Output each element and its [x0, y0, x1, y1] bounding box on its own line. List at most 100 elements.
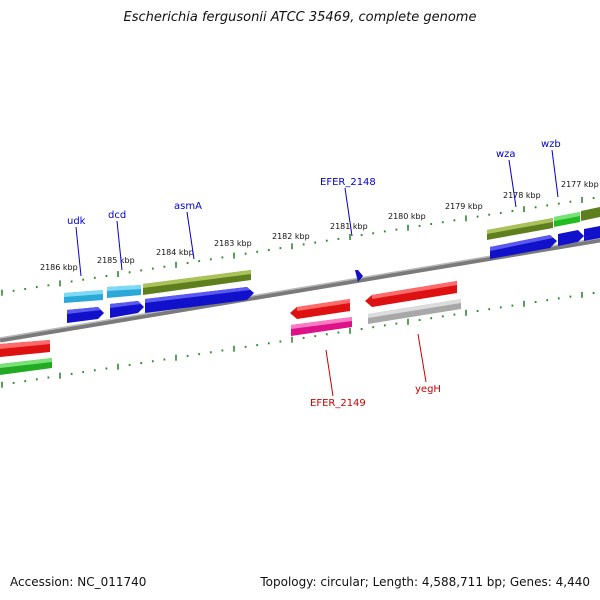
minor-tick [93, 276, 96, 279]
minor-tick [511, 210, 514, 212]
minor-tick [511, 304, 514, 307]
leader-lines [75, 149, 559, 397]
minor-tick [221, 256, 224, 259]
gene-label-dcd[interactable]: dcd [108, 210, 126, 221]
major-tick [407, 318, 409, 325]
minor-tick [105, 275, 108, 277]
gene-arrow-wza[interactable] [490, 235, 557, 259]
minor-tick [372, 232, 375, 235]
major-tick [581, 196, 583, 203]
gene-label-EFER_2148[interactable]: EFER_2148 [320, 177, 376, 188]
minor-tick [360, 328, 363, 330]
minor-tick [337, 331, 340, 334]
major-tick [349, 234, 351, 240]
gene-label-EFER_2149[interactable]: EFER_2149 [310, 398, 366, 409]
minor-tick [267, 342, 270, 345]
major-tick [59, 280, 61, 287]
major-tick [523, 300, 525, 307]
minor-tick [24, 380, 27, 383]
minor-tick [198, 260, 201, 263]
kbp-label: 2180 kbp [388, 212, 426, 221]
gene-block-edge-category[interactable] [581, 207, 600, 221]
minor-tick [488, 213, 491, 216]
minor-tick [325, 333, 328, 336]
minor-tick [314, 241, 317, 244]
minor-tick [35, 378, 38, 381]
minor-tick [360, 234, 363, 237]
minor-tick [441, 315, 444, 318]
minor-tick [569, 295, 572, 298]
minor-tick [267, 249, 270, 251]
minor-tick [70, 280, 73, 283]
minor-tick [430, 317, 433, 320]
major-tick [175, 354, 177, 361]
minor-tick [302, 243, 305, 246]
upper-tick-row [1, 196, 595, 296]
minor-tick [256, 250, 259, 253]
genome-summary-text: Topology: circular; Length: 4,588,711 bp… [260, 575, 590, 589]
minor-tick [418, 224, 421, 227]
minor-tick [163, 265, 166, 268]
gene-arrow-asmA[interactable] [145, 287, 254, 313]
reverse-category-track [0, 299, 461, 375]
kbp-label: 2182 kbp [272, 232, 310, 241]
gene-label-udk[interactable]: udk [67, 216, 86, 227]
major-tick [117, 363, 119, 370]
minor-tick [453, 219, 456, 222]
minor-tick [499, 306, 502, 309]
minor-tick [12, 381, 15, 384]
minor-tick [546, 299, 549, 302]
minor-tick [314, 335, 317, 338]
minor-tick [12, 289, 15, 292]
minor-tick [128, 271, 131, 274]
gene-label-yegH[interactable]: yegH [415, 384, 441, 395]
kbp-label: 2185 kbp [97, 256, 135, 265]
reverse-gene-track [0, 281, 457, 357]
minor-tick [592, 197, 595, 199]
minor-tick [209, 258, 212, 261]
kbp-label: 2186 kbp [40, 263, 78, 272]
minor-tick [198, 353, 201, 356]
minor-tick [209, 351, 212, 354]
major-tick [465, 309, 467, 316]
minor-tick [70, 372, 73, 375]
gene-arrow-edge[interactable] [584, 226, 600, 241]
minor-tick [35, 286, 38, 289]
major-tick [291, 336, 293, 343]
major-tick [59, 372, 61, 379]
accession-text: Accession: NC_011740 [10, 575, 147, 589]
minor-tick [140, 269, 143, 272]
gene-label-wzb[interactable]: wzb [541, 139, 561, 150]
minor-tick [453, 313, 456, 316]
major-tick [349, 327, 351, 334]
minor-tick [325, 239, 328, 242]
major-tick [117, 271, 119, 278]
minor-tick [244, 345, 247, 348]
minor-tick [47, 376, 50, 379]
gene-label-wza[interactable]: wza [496, 149, 516, 160]
minor-tick [592, 292, 595, 294]
major-tick [581, 291, 583, 298]
minor-tick [546, 204, 549, 207]
major-tick [523, 206, 525, 213]
major-tick [465, 215, 467, 222]
minor-tick [279, 340, 282, 343]
major-tick [233, 252, 235, 259]
minor-tick [151, 360, 154, 363]
lower-tick-row [1, 291, 595, 388]
major-tick [1, 289, 3, 296]
kbp-label: 2183 kbp [214, 239, 252, 248]
map-title: Escherichia fergusonii ATCC 35469, compl… [123, 10, 477, 25]
minor-tick [418, 319, 421, 321]
gene-arrow-wzb[interactable] [558, 230, 584, 246]
minor-tick [82, 371, 85, 374]
minor-tick [279, 247, 282, 250]
minor-tick [105, 367, 108, 370]
gene-arrow-EFER_2148[interactable] [355, 270, 363, 282]
minor-tick [395, 322, 398, 325]
minor-tick [383, 324, 386, 327]
gene-label-asmA[interactable]: asmA [174, 201, 202, 212]
minor-tick [186, 262, 189, 264]
kbp-label: 2178 kbp [503, 191, 541, 200]
